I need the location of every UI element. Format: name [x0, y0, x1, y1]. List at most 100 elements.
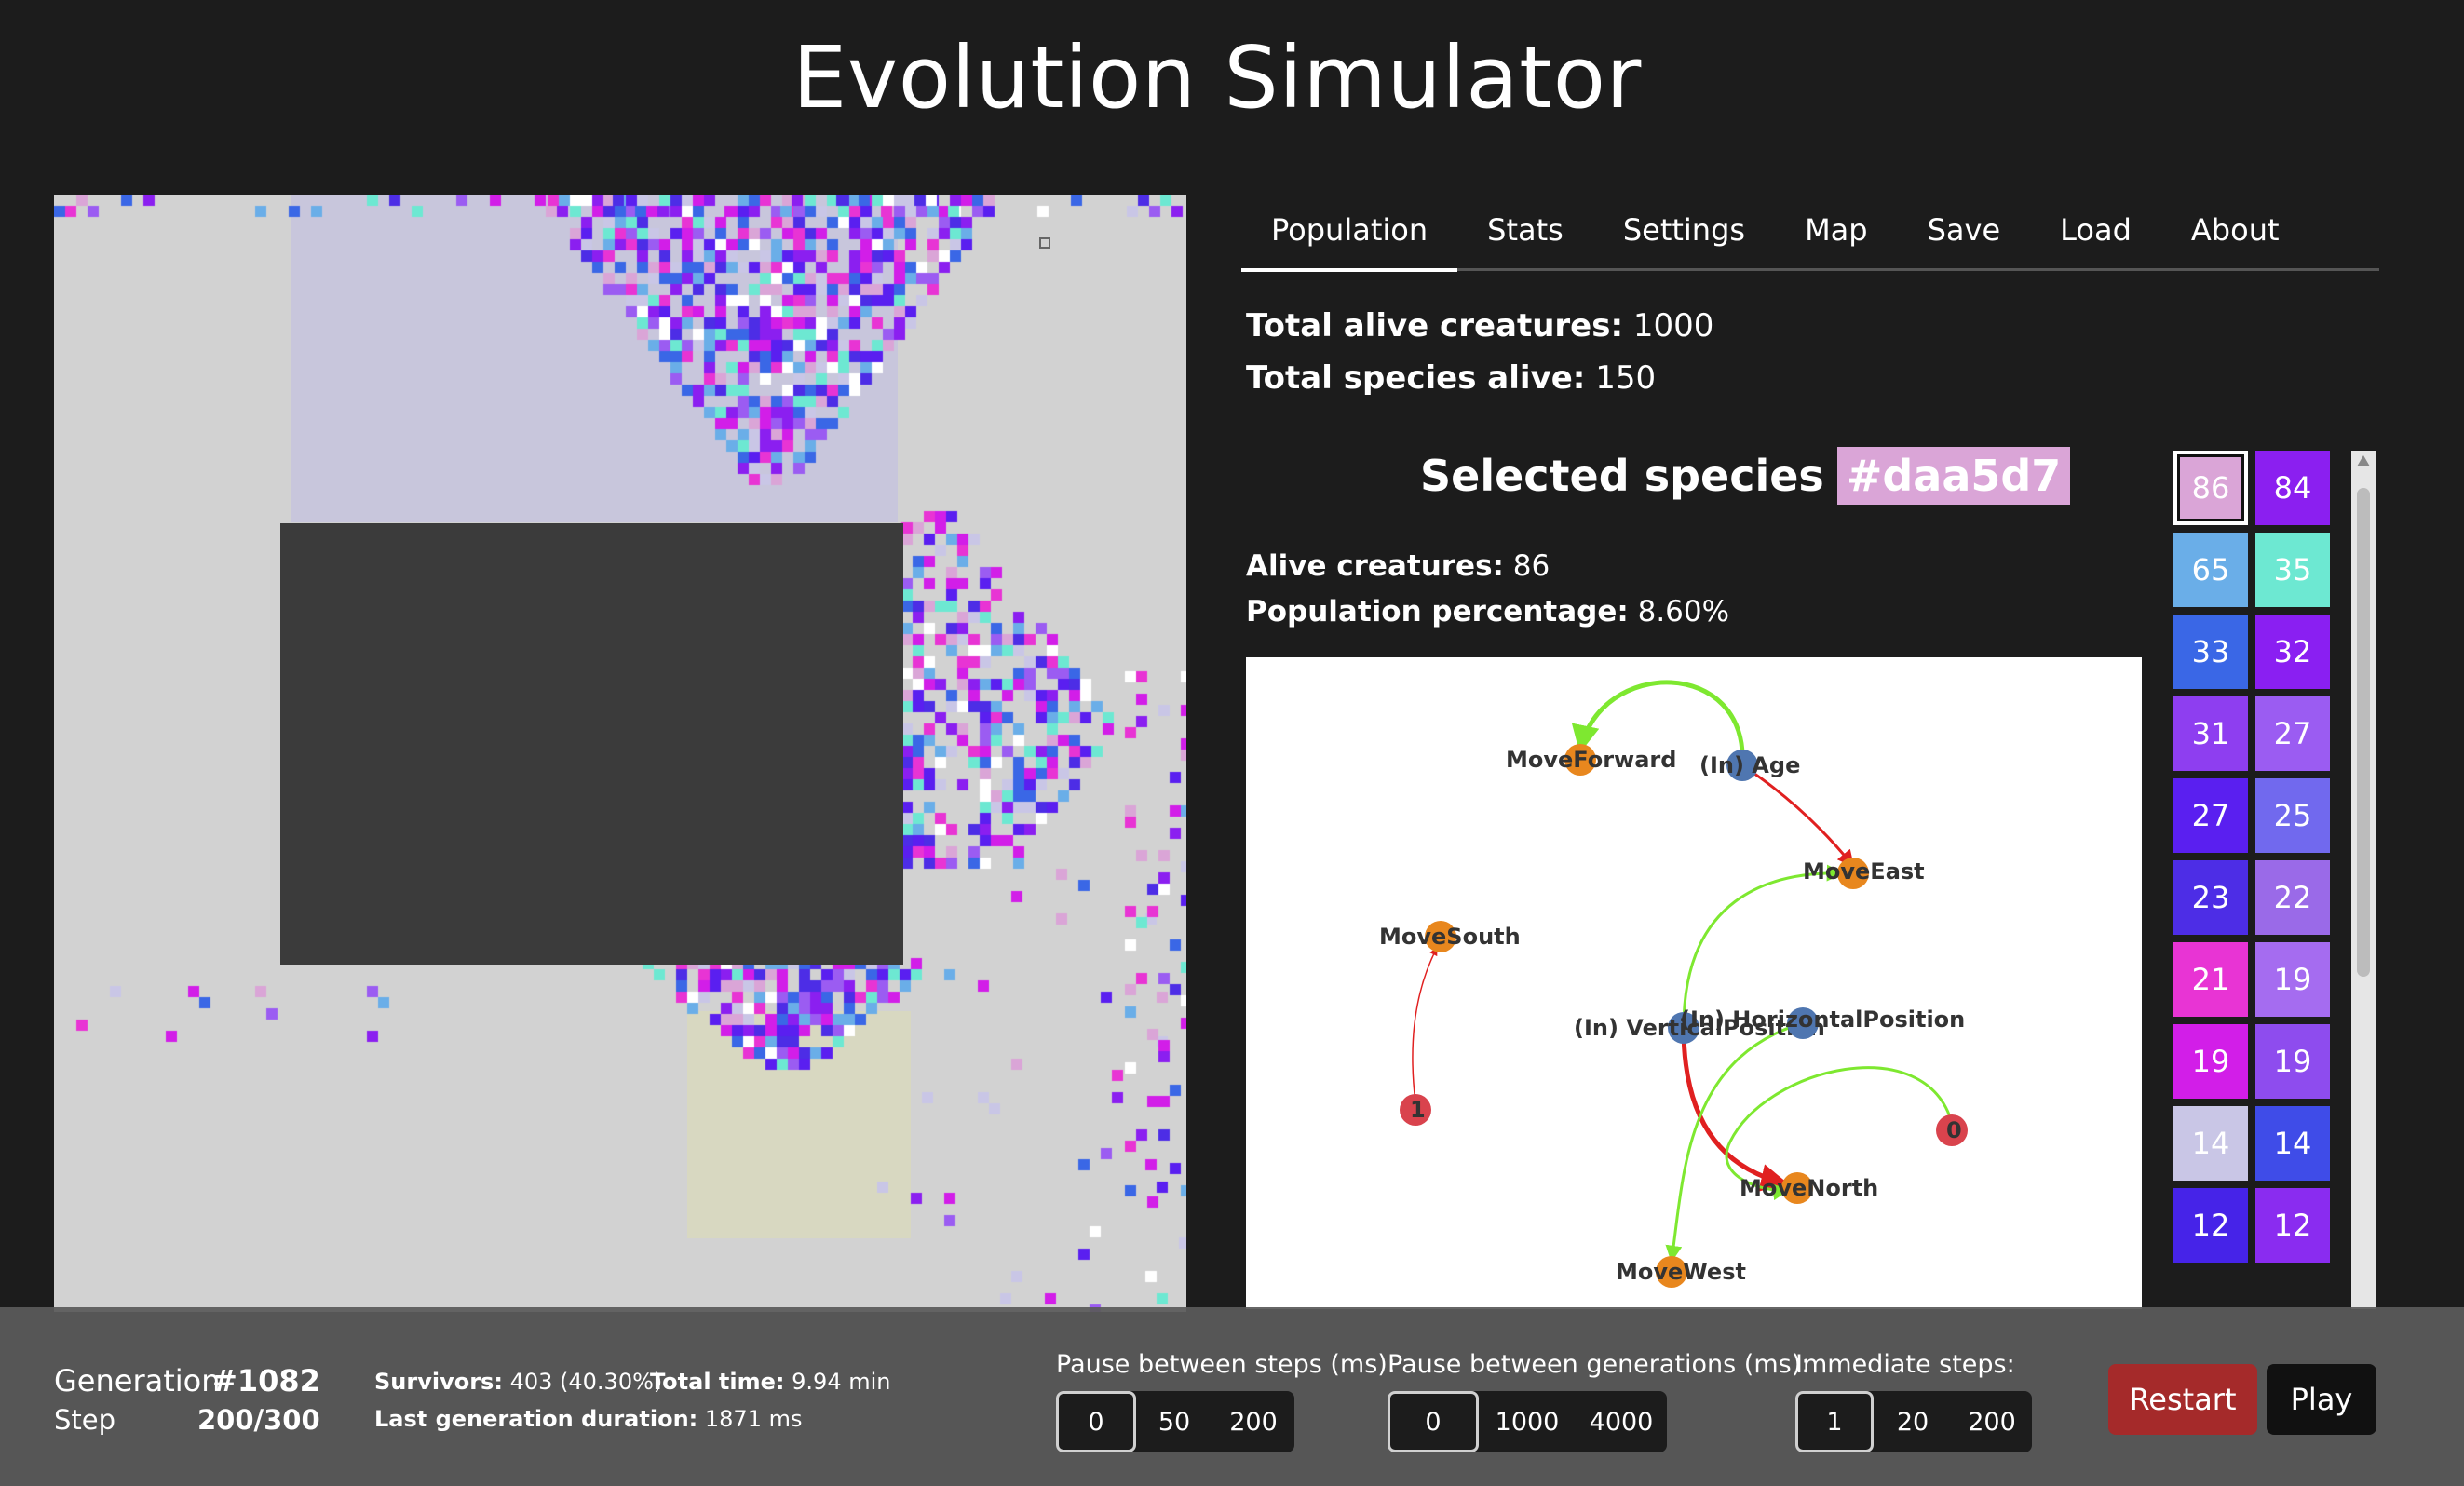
page-title: Evolution Simulator	[792, 28, 1642, 128]
scroll-up-icon[interactable]	[2351, 454, 2376, 475]
step-value: 200/300	[197, 1404, 320, 1436]
total-time-label: Total time:	[650, 1369, 785, 1395]
species-swatch[interactable]: 27	[2255, 696, 2330, 771]
immediate-steps-option[interactable]: 1	[1795, 1391, 1874, 1452]
pause-gen-option[interactable]: 1000	[1495, 1407, 1560, 1437]
restart-button[interactable]: Restart	[2108, 1364, 2257, 1435]
species-swatch[interactable]: 32	[2255, 615, 2330, 689]
graph-edge	[1571, 680, 1745, 766]
generation-value: #1082	[212, 1363, 320, 1398]
pause-steps-group: 0 50 200	[1056, 1391, 1294, 1452]
selected-species-hex: #daa5d7	[1836, 447, 2071, 505]
graph-edge	[1741, 763, 1855, 868]
graph-node[interactable]	[1781, 1172, 1813, 1204]
graph-node-label: (In) Age	[1699, 752, 1800, 778]
total-alive-value: 1000	[1632, 307, 1714, 344]
tab-bar: Population Stats Settings Map Save Load …	[1241, 197, 2379, 272]
graph-node-label: (In) HorizontalPosition	[1680, 1006, 1965, 1033]
species-swatch[interactable]: 86	[2173, 451, 2248, 525]
generation-label: Generation	[54, 1363, 221, 1398]
survivors-stat: Survivors: 403 (40.30%)	[374, 1369, 662, 1395]
species-alive-value: 150	[1595, 359, 1657, 397]
population-percentage-stat: Population percentage: 8.60%	[1246, 595, 1729, 628]
total-time-stat: Total time: 9.94 min	[650, 1369, 890, 1395]
graph-node[interactable]	[1936, 1114, 1968, 1146]
graph-node-label: MoveWest	[1616, 1259, 1746, 1285]
tab-population[interactable]: Population	[1241, 197, 1458, 272]
survivors-label: Survivors:	[374, 1369, 503, 1395]
total-alive-stat: Total alive creatures: 1000	[1246, 307, 1713, 344]
species-swatch[interactable]: 14	[2173, 1106, 2248, 1181]
play-button[interactable]: Play	[2267, 1364, 2376, 1435]
brain-graph[interactable]: MoveForward (In) Age MoveEast MoveSouth (In)…	[1246, 657, 2142, 1309]
immediate-steps-option[interactable]: 20	[1896, 1407, 1929, 1437]
pause-gen-option[interactable]: 0	[1388, 1391, 1479, 1452]
graph-node[interactable]	[1564, 744, 1596, 776]
tab-load[interactable]: Load	[2060, 212, 2132, 248]
scroll-thumb[interactable]	[2357, 488, 2370, 977]
tab-settings[interactable]: Settings	[1622, 212, 1746, 248]
tab-stats[interactable]: Stats	[1487, 212, 1564, 248]
pause-steps-option[interactable]: 200	[1229, 1407, 1278, 1437]
species-scrollbar[interactable]	[2351, 451, 2376, 1309]
species-swatch[interactable]: 84	[2255, 451, 2330, 525]
species-swatch[interactable]: 33	[2173, 615, 2248, 689]
graph-edge	[1682, 864, 1844, 1029]
graph-node[interactable]	[1726, 750, 1758, 781]
species-swatch[interactable]: 22	[2255, 860, 2330, 935]
species-swatch[interactable]: 12	[2255, 1188, 2330, 1263]
obstacle	[280, 523, 903, 965]
graph-node[interactable]	[1400, 1094, 1431, 1126]
alive-creatures-stat: Alive creatures: 86	[1246, 549, 1550, 583]
species-alive-label: Total species alive:	[1246, 359, 1586, 397]
species-alive-stat: Total species alive: 150	[1246, 359, 1656, 397]
pause-gen-option[interactable]: 4000	[1589, 1407, 1654, 1437]
tab-map[interactable]: Map	[1805, 212, 1868, 248]
graph-node-label: 1	[1410, 1097, 1426, 1123]
pause-steps-option[interactable]: 0	[1056, 1391, 1136, 1452]
pause-steps-option[interactable]: 50	[1158, 1407, 1191, 1437]
alive-creatures-label: Alive creatures:	[1246, 549, 1504, 583]
species-swatch[interactable]: 19	[2255, 1024, 2330, 1099]
selected-species-title: Selected species	[1420, 451, 1824, 501]
species-swatch[interactable]: 19	[2173, 1024, 2248, 1099]
graph-node[interactable]	[1787, 1007, 1819, 1039]
last-gen-stat: Last generation duration: 1871 ms	[374, 1406, 802, 1432]
population-percentage-label: Population percentage:	[1246, 595, 1629, 628]
graph-node[interactable]	[1656, 1256, 1687, 1288]
graph-edge	[1665, 1021, 1804, 1263]
graph-node-label: MoveEast	[1803, 858, 1925, 885]
world-canvas[interactable]	[54, 195, 1186, 1312]
last-gen-label: Last generation duration:	[374, 1406, 698, 1432]
immediate-steps-option[interactable]: 200	[1968, 1407, 2016, 1437]
graph-node-label: (In) VerticalPosition	[1574, 1015, 1825, 1041]
species-swatch[interactable]: 27	[2173, 778, 2248, 853]
survivors-value: 403 (40.30%)	[509, 1369, 663, 1395]
species-swatch[interactable]: 23	[2173, 860, 2248, 935]
graph-edge	[1412, 947, 1438, 1103]
graph-node-label: 0	[1946, 1117, 1962, 1143]
graph-node-label: MoveSouth	[1379, 924, 1521, 950]
species-swatch[interactable]: 21	[2173, 942, 2248, 1017]
tab-save[interactable]: Save	[1927, 212, 2001, 248]
tab-about[interactable]: About	[2190, 212, 2280, 248]
species-swatch[interactable]: 19	[2255, 942, 2330, 1017]
graph-node[interactable]	[1668, 1012, 1699, 1044]
total-alive-label: Total alive creatures:	[1246, 307, 1624, 344]
graph-edge	[1681, 1027, 1789, 1192]
step-label: Step	[54, 1404, 116, 1436]
graph-node-label: MoveForward	[1506, 747, 1676, 773]
species-swatch[interactable]: 65	[2173, 533, 2248, 607]
selected-species-heading: Selected species #daa5d7	[1420, 447, 2071, 505]
species-swatch[interactable]: 12	[2173, 1188, 2248, 1263]
pause-steps-label: Pause between steps (ms):	[1056, 1350, 1396, 1379]
graph-node[interactable]	[1837, 858, 1869, 889]
species-swatch[interactable]: 31	[2173, 696, 2248, 771]
species-swatch[interactable]: 14	[2255, 1106, 2330, 1181]
species-swatch[interactable]: 25	[2255, 778, 2330, 853]
population-percentage-value: 8.60%	[1637, 595, 1730, 628]
graph-edge	[1725, 1066, 1954, 1201]
graph-node[interactable]	[1425, 921, 1456, 952]
marker-square	[1039, 237, 1050, 249]
species-swatch[interactable]: 35	[2255, 533, 2330, 607]
